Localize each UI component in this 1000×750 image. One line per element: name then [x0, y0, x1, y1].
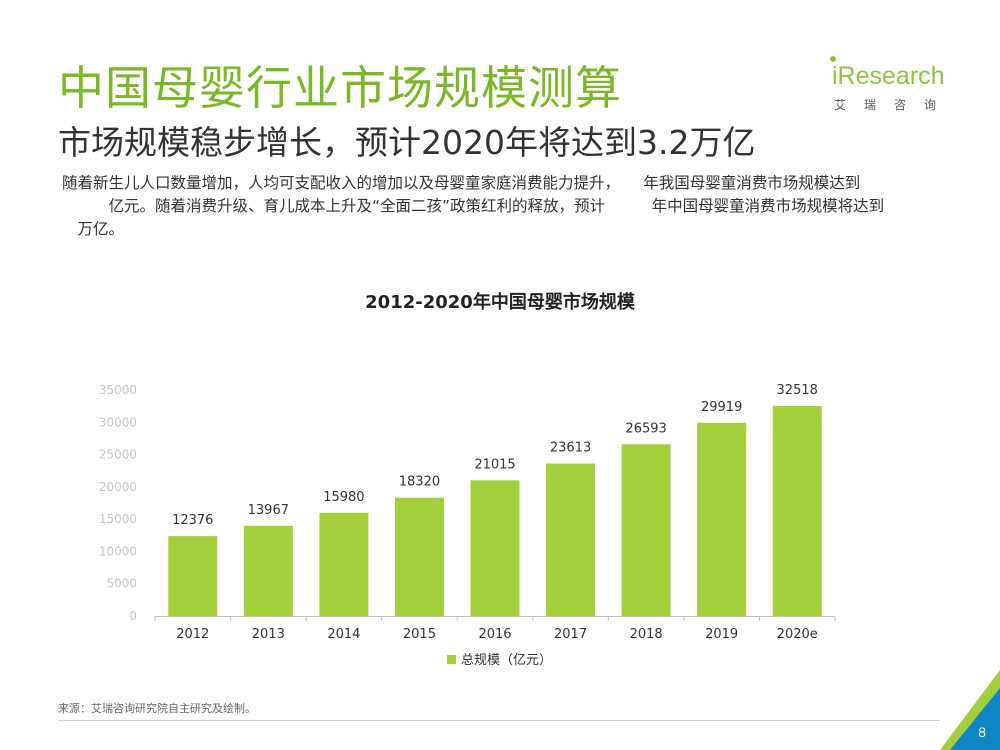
- y-tick-label: 30000: [99, 415, 137, 429]
- x-tick-label: 2017: [554, 627, 587, 642]
- y-tick-label: 0: [129, 609, 137, 623]
- bar: [394, 497, 444, 616]
- data-label: 13967: [248, 503, 289, 518]
- bar: [470, 480, 520, 616]
- x-tick-label: 2019: [705, 627, 738, 642]
- legend-label: 总规模（亿元）: [461, 653, 552, 668]
- body-line: 亿元。随着消费升级、育儿成本上升及“全面二孩”政策红利的释放，预计 年中国母婴童…: [62, 197, 885, 215]
- x-tick-label: 2015: [403, 627, 436, 642]
- x-tick-label: 2020e: [777, 627, 818, 642]
- x-tick-label: 2014: [327, 627, 360, 642]
- iresearch-logo: iResearch 艾瑞咨询: [822, 56, 956, 114]
- page-corner-decoration: [940, 670, 1000, 750]
- y-tick-label: 10000: [99, 544, 137, 558]
- data-label: 18320: [399, 475, 440, 490]
- data-label: 12376: [172, 513, 213, 528]
- data-label: 21015: [474, 457, 515, 472]
- body-paragraph: 随着新生儿人口数量增加，人均可支配收入的增加以及母婴童家庭消费能力提升， 年我国…: [62, 172, 952, 241]
- page-subtitle: 市场规模稳步增长，预计2020年将达到3.2万亿: [58, 123, 756, 162]
- bar: [772, 406, 822, 616]
- y-tick-label: 20000: [99, 480, 137, 494]
- bar: [319, 512, 369, 616]
- logo-dot-icon: [830, 56, 836, 62]
- footer-divider: [58, 720, 940, 721]
- data-label: 29919: [701, 400, 742, 415]
- body-line: 随着新生儿人口数量增加，人均可支配收入的增加以及母婴童家庭消费能力提升， 年我国…: [62, 174, 861, 192]
- data-label: 32518: [777, 383, 818, 398]
- source-note: 来源：艾瑞咨询研究院自主研究及绘制。: [58, 702, 256, 715]
- bar: [168, 536, 218, 616]
- bar: [243, 525, 293, 616]
- page-number: 8: [978, 724, 986, 740]
- logo-subtitle: 艾瑞咨询: [834, 98, 955, 112]
- logo-brand: iResearch: [832, 62, 945, 90]
- page-title: 中国母婴行业市场规模测算: [58, 61, 622, 115]
- chart-title: 2012-2020年中国母婴市场规模: [365, 292, 635, 313]
- data-label: 23613: [550, 441, 591, 456]
- x-tick-label: 2013: [252, 627, 285, 642]
- bar-chart: 0 5000 10000 15000 20000 25000 30000 35000 12376…: [99, 383, 836, 668]
- data-label: 26593: [625, 421, 666, 436]
- bar: [546, 463, 596, 616]
- data-label: 15980: [323, 490, 364, 505]
- y-tick-label: 35000: [99, 383, 137, 397]
- y-tick-label: 25000: [99, 448, 137, 462]
- x-tick-label: 2016: [478, 627, 511, 642]
- body-line: 万亿。: [62, 220, 125, 238]
- legend-swatch: [447, 655, 456, 664]
- y-tick-label: 5000: [106, 577, 137, 591]
- bar: [697, 422, 747, 616]
- y-tick-label: 15000: [99, 512, 137, 526]
- bar: [621, 444, 671, 616]
- x-tick-label: 2018: [630, 627, 663, 642]
- x-tick-label: 2012: [176, 627, 209, 642]
